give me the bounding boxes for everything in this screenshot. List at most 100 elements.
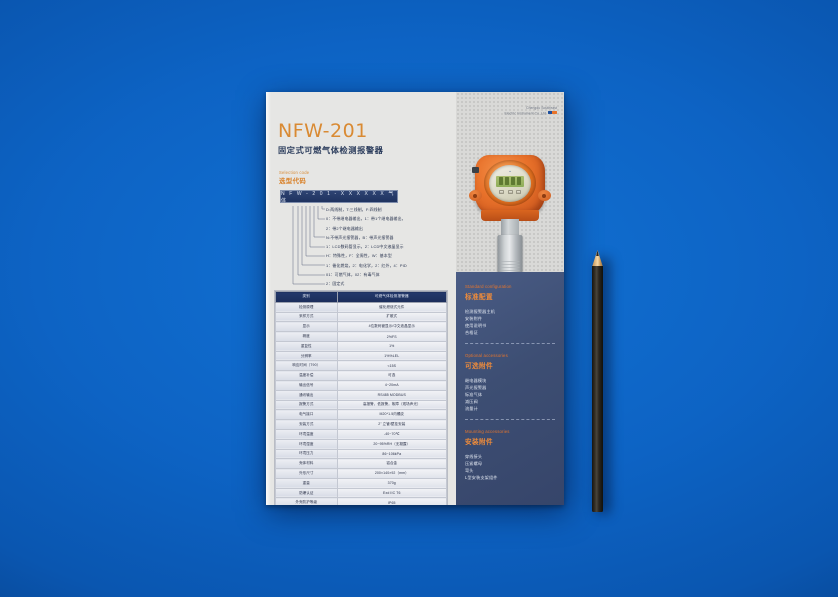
sensor-probe [497, 235, 523, 275]
keypad-button [507, 189, 513, 194]
legend-row: 0：不带继电器输出，1：带1个继电器输出， [326, 216, 406, 222]
table-cell-value: 扩散式 [336, 311, 448, 323]
model-code-text: N F W - 2 0 1 - X X X X X X 气体 [281, 190, 395, 204]
lcd-display [496, 175, 524, 187]
table-row: 采样方式 扩散式 [275, 311, 448, 323]
mount-ear-right [538, 190, 551, 201]
table-cell-key: 重量 [275, 477, 338, 489]
table-cell-value: 1% [336, 340, 448, 352]
table-cell-key: 采样方式 [275, 311, 338, 323]
table-row: 通讯输出 RS485 MODBUS [275, 389, 448, 401]
legend-row: H：特殊性，F：全周性，W：基本型 [326, 253, 392, 259]
company-logo: Chengdu Southeast Electric Instrument Co… [456, 106, 557, 116]
table-cell-key: 重复性 [275, 340, 338, 352]
table-cell-key: 安装方式 [275, 419, 338, 430]
section-items: 检测报警器主机 安装附件 使用说明书 合格证 [465, 308, 555, 337]
section-title-en: Standard configuration [465, 284, 512, 289]
legend-rows: D:两线制，T:三线制，F:四线制 0：不带继电器输出，1：带1个继电器输出， … [326, 205, 407, 289]
table-cell-value: M20*1.5内螺纹 [336, 409, 448, 421]
legend-row: 2：带2个继电器输出 [326, 225, 363, 231]
detector-window: ● [489, 164, 531, 202]
table-cell-key: 分辨率 [275, 350, 338, 362]
table-cell-value: RS485 MODBUS [336, 389, 448, 401]
table-cell-value: 2" 立管/壁挂安装 [336, 419, 448, 430]
config-section: Standard configuration 标准配置 检测报警器主机 安装附件… [465, 284, 555, 336]
table-cell-key: 精度 [275, 331, 338, 342]
keypad [499, 189, 521, 194]
table-cell-key: 防爆认证 [275, 487, 338, 499]
section-title-en: Mounting accessories [465, 429, 510, 435]
list-item: 减压阀 [465, 399, 478, 405]
table-row: 外形尺寸 200×140×92（mm） [275, 468, 448, 479]
table-row: 环境湿度 20~95%RH（无凝露） [275, 438, 448, 450]
section-title-en: Optional accessories [465, 353, 508, 359]
list-item: 安装附件 [465, 315, 483, 321]
pencil-tip [592, 250, 603, 267]
table-header-cell: 可燃气体检测报警器 [336, 291, 448, 303]
table-row: 精度 2%FS [275, 331, 448, 342]
table-row: 输出信号 4~20mA [275, 380, 448, 391]
title-block: NFW-201 固定式可燃气体检测报警器 [278, 120, 383, 156]
table-cell-key: 输出信号 [275, 380, 338, 391]
table-header-row: 类别 可燃气体检测报警器 [275, 291, 448, 303]
company-name-line2-wrap: Electric Instrument Co.,Ltd [456, 110, 557, 116]
keypad-button [499, 189, 504, 194]
selection-code-legend: D:两线制，T:三线制，F:四线制 0：不带继电器输出，1：带1个继电器输出， … [280, 205, 455, 289]
configuration-panel: Standard configuration 标准配置 检测报警器主机 安装附件… [456, 272, 564, 505]
table-cell-key: 外形尺寸 [275, 468, 338, 479]
table-cell-value: 可选 [336, 370, 448, 382]
legend-row: N:不带声光报警器，B：带声光报警器 [326, 234, 394, 240]
table-cell-key: 通讯输出 [275, 389, 338, 401]
table-cell-key: 报警方式 [275, 399, 338, 411]
table-cell-key: 温度补偿 [275, 370, 338, 382]
table-cell-key: 检测原理 [275, 301, 338, 313]
section-title-cn: 标准配置 [465, 293, 493, 301]
list-item: 检测报警器主机 [465, 308, 496, 314]
section-divider [465, 419, 555, 421]
table-cell-value: 4位数码管显示/中文液晶显示 [336, 321, 448, 333]
legend-row: 1：催化燃烧，2：电化学，2：红外，4：PID [326, 262, 407, 268]
section-title-cn: 安装附件 [465, 438, 493, 446]
housing-base [481, 210, 539, 221]
company-name-line1: Chengdu Southeast [526, 106, 557, 110]
config-section: Optional accessories 可选附件 继电器模块 声光报警器 标准… [465, 353, 555, 412]
table-cell-value: 1%%LEL [336, 350, 448, 362]
list-item: 标准气体 [465, 391, 483, 397]
brochure-right-column: Chengdu Southeast Electric Instrument Co… [456, 92, 564, 505]
table-header-cell: 类别 [275, 291, 338, 303]
selection-code-label-en: Selection code [279, 170, 310, 175]
table-row: 报警方式 高报警，低报警，故障（现场声光） [275, 399, 448, 411]
brochure-page: NFW-201 固定式可燃气体检测报警器 Selection code 选型代码… [266, 92, 564, 505]
list-item: 穿线接头 [465, 453, 483, 459]
table-cell-value: 370g [336, 477, 448, 489]
table-cell-value: -40~70℃ [336, 428, 448, 440]
device-brand-text: ● [509, 170, 511, 173]
table-row: 重量 370g [275, 477, 448, 489]
pencil-lead [596, 250, 599, 256]
logo-mark-icon [548, 110, 557, 115]
pencil [592, 250, 603, 512]
cable-conduit [472, 167, 479, 173]
table-row: 显示 4位数码管显示/中文液晶显示 [275, 321, 448, 333]
page-title: NFW-201 [278, 120, 368, 142]
table-cell-key: 环境温度 [275, 428, 338, 440]
model-code-box: N F W - 2 0 1 - X X X X X X 气体 [280, 190, 398, 204]
table-cell-value: IP65 [336, 497, 448, 505]
table-cell-key: 壳体材料 [275, 458, 338, 470]
list-item: 流量计 [465, 406, 478, 412]
sensor-stem [501, 219, 519, 237]
table-row: 检测原理 催化燃烧式元件 [275, 301, 448, 313]
table-cell-value: Exd IIC T6 [336, 487, 448, 499]
config-section: Mounting accessories 安装附件 穿线接头 压紧螺母 弯头 L… [465, 429, 555, 481]
table-cell-key: 外壳防护等级 [275, 497, 338, 505]
table-row: 温度补偿 可选 [275, 370, 448, 382]
table-cell-value: 200×140×92（mm） [336, 468, 448, 479]
lcd-digit [516, 177, 522, 185]
table-row: 环境温度 -40~70℃ [275, 428, 448, 440]
detector-bezel: ● [484, 160, 536, 206]
table-cell-value: 20~95%RH（无凝露） [336, 438, 448, 450]
table-cell-value: 4~20mA [336, 380, 448, 391]
page-subtitle: 固定式可燃气体检测报警器 [278, 146, 384, 155]
list-item: 合格证 [465, 329, 478, 335]
list-item: 使用说明书 [465, 322, 487, 328]
